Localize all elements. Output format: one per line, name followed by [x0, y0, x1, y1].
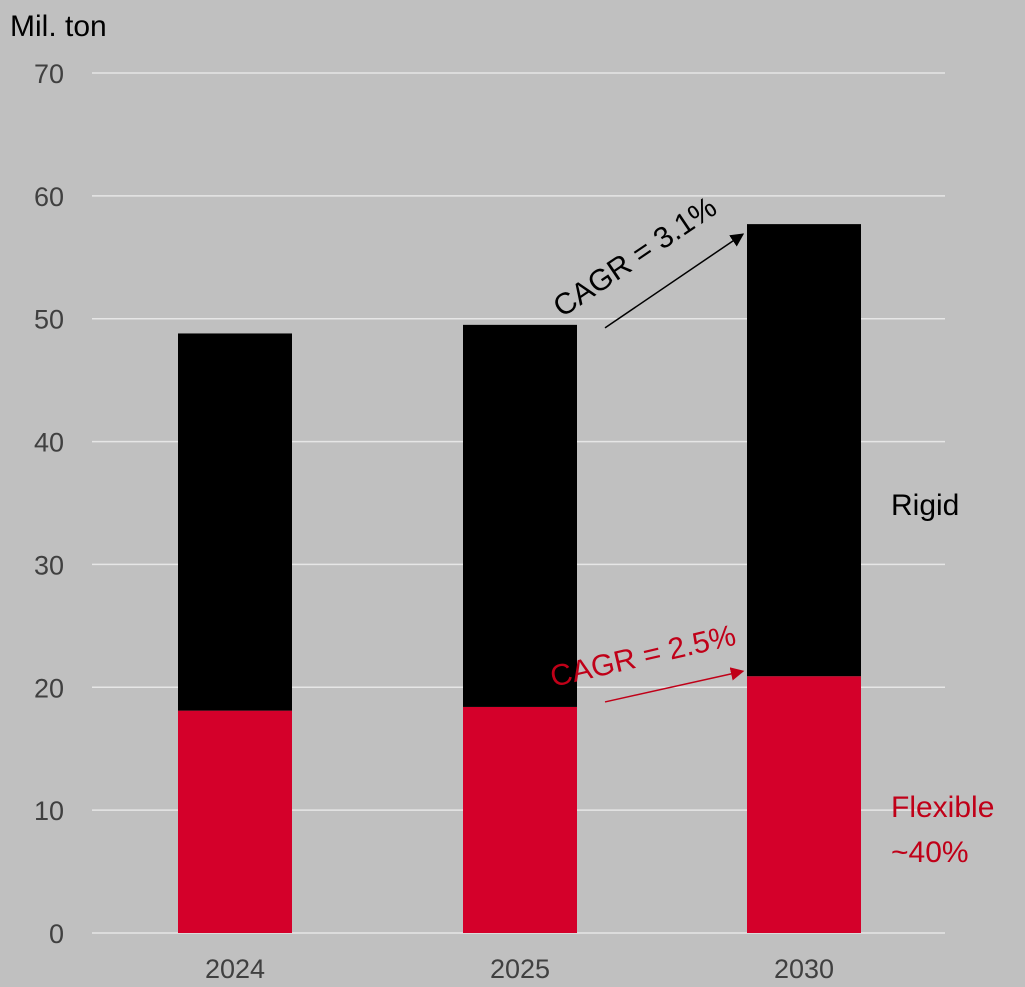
bar-rigid-2030: [747, 224, 861, 677]
x-tick-label: 2025: [490, 954, 550, 984]
series-label-flexible-share: ~40%: [891, 836, 969, 869]
y-tick-label: 20: [34, 673, 64, 703]
x-tick-label: 2030: [774, 954, 834, 984]
y-tick-label: 0: [49, 919, 64, 949]
x-tick-label: 2024: [205, 954, 265, 984]
cagr-arrow: [604, 233, 745, 329]
cagr-label: CAGR = 3.1%: [547, 191, 722, 324]
y-tick-label: 70: [34, 59, 64, 89]
bar-flexible-2024: [178, 710, 292, 933]
series-label-rigid: Rigid: [891, 489, 959, 522]
bar-rigid-2024: [178, 333, 292, 711]
y-tick-label: 30: [34, 550, 64, 580]
y-tick-label: 60: [34, 182, 64, 212]
y-tick-label: 40: [34, 428, 64, 458]
cagr-arrow: [604, 667, 745, 703]
bar-flexible-2025: [463, 706, 577, 933]
y-tick-labels: 0 10 20 30 40 50 60 70: [34, 59, 64, 949]
x-tick-labels: 2024 2025 2030: [205, 954, 834, 984]
bar-flexible-2030: [747, 676, 861, 933]
y-axis-unit-label: Mil. ton: [10, 10, 107, 43]
series-label-flexible: Flexible: [891, 791, 994, 824]
y-tick-label: 50: [34, 305, 64, 335]
y-tick-label: 10: [34, 796, 64, 826]
bars: [178, 224, 861, 933]
bar-rigid-2025: [463, 324, 577, 707]
